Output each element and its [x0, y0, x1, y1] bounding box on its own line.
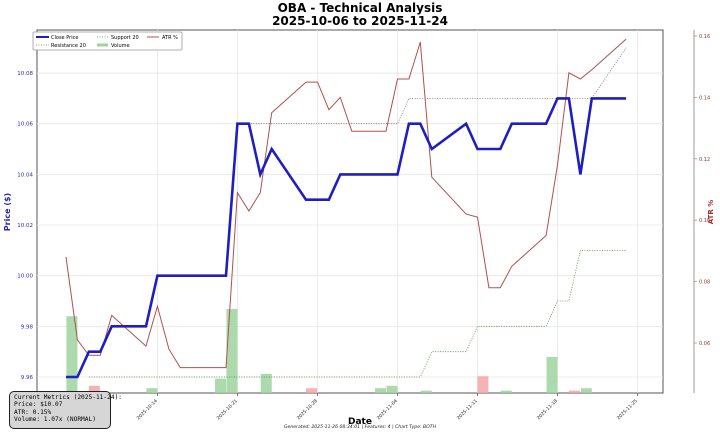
y-tick-label: 10.08	[17, 71, 33, 77]
legend-resistance-label: Resistance 20	[51, 43, 86, 49]
y-right-tick-label: 0.10	[699, 218, 710, 224]
volume-bars	[66, 309, 592, 393]
metrics-line-price: Price: $10.07	[14, 401, 63, 409]
y-right-tick-label: 0.14	[699, 95, 710, 101]
legend-atr-label: ATR %	[162, 35, 178, 41]
y-right-tick-label: 0.12	[699, 157, 710, 163]
y-right-tick-label: 0.08	[699, 280, 710, 286]
y-tick-label: 10.04	[17, 172, 33, 178]
chart-title-line1: OBA - Technical Analysis	[277, 1, 443, 15]
metrics-line-atr: ATR: 0.15%	[14, 408, 52, 416]
legend-volume-swatch	[97, 43, 108, 47]
footer-note: Generated: 2025-11-26 08:34:01 | Feature…	[283, 425, 437, 430]
left-axis-ticks: 9.96 9.98 10.00 10.02 10.04 10.06 10.08	[17, 71, 33, 381]
plot-area	[36, 29, 664, 394]
y-tick-label: 10.00	[17, 274, 33, 280]
data-lines	[65, 38, 627, 379]
metrics-line-volume: Volume: 1.07x (NORMAL)	[14, 416, 96, 424]
legend-close-label: Close Price	[51, 35, 78, 41]
y-tick-label: 10.02	[17, 223, 33, 229]
legend-volume-label: Volume	[111, 43, 130, 49]
y-tick-label: 9.98	[21, 324, 34, 330]
right-axis-ticks: 0.06 0.08 0.10 0.12 0.14 0.16	[694, 34, 710, 347]
legend: Close Price Resistance 20 Support 20 Vol…	[32, 31, 183, 51]
y-axis-label-left: Price ($)	[3, 193, 12, 231]
y-tick-label: 9.96	[21, 375, 34, 381]
chart-title-line2: 2025-10-06 to 2025-11-24	[272, 14, 448, 28]
y-axis-label-right: ATR %	[707, 200, 715, 225]
y-right-tick-label: 0.06	[699, 341, 710, 347]
metrics-line-date: Current Metrics (2025-11-24):	[14, 394, 123, 401]
x-axis-label: Date	[348, 417, 372, 427]
current-metrics-box: Current Metrics (2025-11-24): Price: $10.…	[9, 391, 123, 429]
y-tick-label: 10.06	[17, 122, 33, 128]
legend-support-label: Support 20	[111, 35, 139, 41]
y-right-tick-label: 0.16	[699, 34, 710, 40]
chart-title: OBA - Technical Analysis 2025-10-06 to 2…	[0, 2, 720, 28]
